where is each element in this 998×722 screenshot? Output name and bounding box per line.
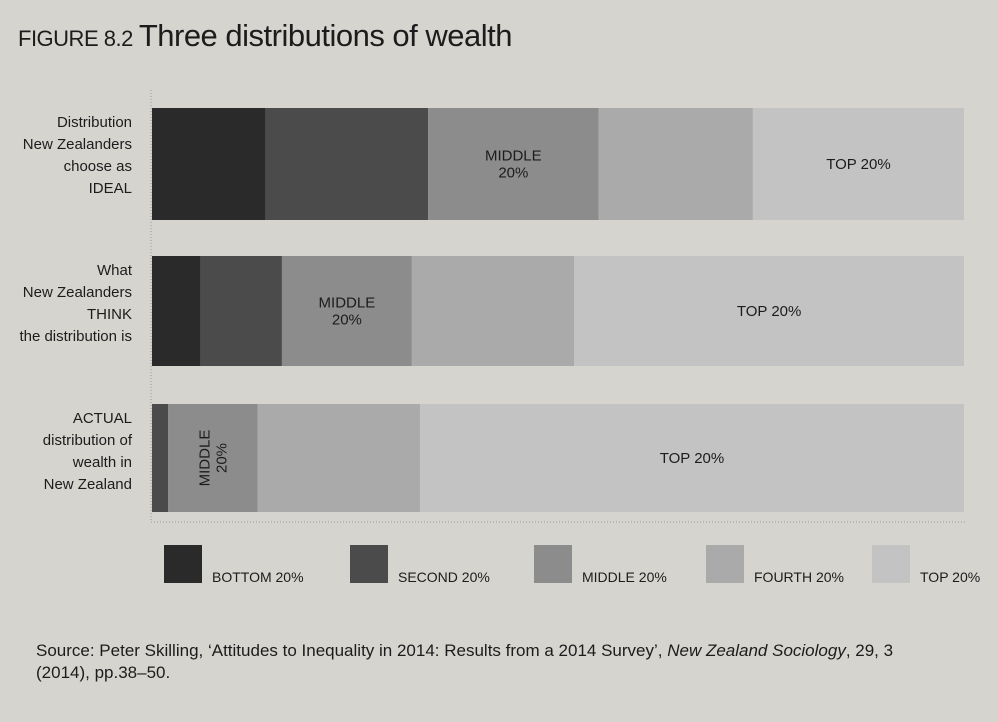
legend-label: SECOND 20% xyxy=(398,569,490,585)
bar-segment-top xyxy=(752,108,964,220)
segment-label-line: 20% xyxy=(498,165,528,182)
legend-swatch xyxy=(706,545,744,583)
source-note: Source: Peter Skilling, ‘Attitudes to In… xyxy=(36,640,916,684)
segment-label: TOP 20% xyxy=(826,156,890,173)
segment-label-line: MIDDLE xyxy=(196,430,213,487)
bar-segment-bottom xyxy=(152,256,201,366)
row-label-line: choose as xyxy=(63,158,132,175)
bar-segment-middle xyxy=(428,108,599,220)
bar-segment-middle xyxy=(281,256,412,366)
source-journal: New Zealand Sociology xyxy=(667,641,846,660)
row-label-line: What xyxy=(96,262,132,279)
legend-swatch xyxy=(872,545,910,583)
legend-swatch xyxy=(534,545,572,583)
chart-title: FIGURE 8.2 Three distributions of wealth xyxy=(18,18,513,54)
legend-swatch xyxy=(164,545,202,583)
bar-segment-middle xyxy=(168,404,258,512)
row-label-line: New Zealanders xyxy=(22,284,132,301)
bar-segment-fourth xyxy=(411,256,575,366)
segment-label-line: MIDDLE xyxy=(485,148,542,165)
legend-swatch xyxy=(350,545,388,583)
row-label-line: distribution of xyxy=(42,432,132,449)
legend-label: MIDDLE 20% xyxy=(582,569,667,585)
legend-label: FOURTH 20% xyxy=(754,569,844,585)
row-label-line: wealth in xyxy=(72,454,132,471)
row-label-line: IDEAL xyxy=(88,180,132,197)
bar-segment-second xyxy=(200,256,282,366)
row-label: ACTUAL distribution of wealth in New Zealan… xyxy=(43,408,132,496)
legend-label: TOP 20% xyxy=(920,569,980,585)
segment-label-line: TOP 20% xyxy=(737,303,801,320)
row-label-line: New Zealanders xyxy=(22,136,132,153)
bar-segment-fourth xyxy=(598,108,753,220)
source-prefix: Source: Peter Skilling, ‘Attitudes to In… xyxy=(36,641,668,660)
title-text: Three distributions of wealth xyxy=(138,18,513,53)
row-label: What New Zealanders THINK the distribution … xyxy=(19,260,132,348)
bar-segment-top xyxy=(574,256,964,366)
bar-segment-top xyxy=(419,404,965,512)
row-label-line: the distribution is xyxy=(19,328,132,345)
bar-segment-second xyxy=(265,108,429,220)
segment-label-line: MIDDLE xyxy=(319,295,376,312)
legend-label: BOTTOM 20% xyxy=(212,569,304,585)
row-label-line: ACTUAL xyxy=(72,410,132,427)
source-suffix: , 29, 3 (2014), pp.38–50. xyxy=(36,641,894,682)
segment-label: TOP 20% xyxy=(660,450,724,467)
segment-label: TOP 20% xyxy=(737,303,801,320)
bar-segment-bottom xyxy=(152,108,266,220)
figure-label: FIGURE 8.2 xyxy=(18,26,133,51)
row-label-line: THINK xyxy=(87,306,132,323)
bar-segment-fourth xyxy=(257,404,420,512)
segment-label: MIDDLE20% xyxy=(196,430,230,487)
bar-segment-second xyxy=(152,404,169,512)
segment-label-line: 20% xyxy=(213,443,230,473)
row-label-line: Distribution xyxy=(56,114,132,131)
segment-label-line: TOP 20% xyxy=(826,156,890,173)
segment-label-line: 20% xyxy=(332,312,362,329)
row-label-line: New Zealand xyxy=(43,476,132,493)
row-label: Distribution New Zealanders choose as IDEAL xyxy=(23,112,132,200)
segment-label-line: TOP 20% xyxy=(660,450,724,467)
